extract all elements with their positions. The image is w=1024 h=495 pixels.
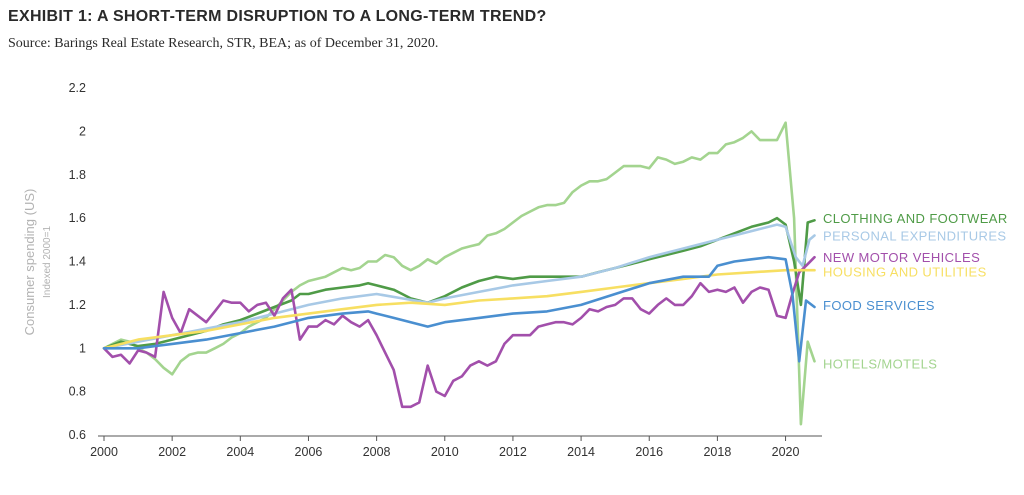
y-tick-label: 1.6 [69, 211, 86, 225]
chart-title: EXHIBIT 1: A SHORT-TERM DISRUPTION TO A … [8, 8, 547, 25]
chart-source-note: Source: Barings Real Estate Research, ST… [8, 36, 439, 51]
y-tick-label: 1.2 [69, 298, 86, 312]
x-tick-label: 2004 [226, 445, 254, 459]
y-tick-label: 1.8 [69, 168, 86, 182]
series-labels: HOTELS/MOTELS CLOTHING AND FOOTWEAR PERSON… [823, 211, 1008, 371]
x-tick-label: 2006 [295, 445, 323, 459]
series-label-hotels-motels: HOTELS/MOTELS [823, 356, 937, 371]
y-axis-label: Consumer spending (US) [22, 189, 37, 336]
series-line-housing-and-utilities [102, 268, 816, 350]
x-tick-label: 2000 [90, 445, 118, 459]
series-line-personal-expenditures [102, 223, 816, 350]
y-axis-ticks: 0.6 0.8 1 1.2 1.4 1.6 1.8 2 2.2 [69, 81, 86, 442]
y-tick-label: 0.6 [69, 428, 86, 442]
x-tick-label: 2010 [431, 445, 459, 459]
y-tick-label: 1.4 [69, 255, 86, 269]
x-axis: 2000 2002 2004 2006 2008 2010 2012 2014 2016 2018… [90, 435, 822, 459]
series-line-food-services [102, 255, 816, 363]
series-label-personal-expenditures: PERSONAL EXPENDITURES [823, 228, 1006, 243]
y-axis-sublabel: Indexed 2000=1 [42, 226, 53, 298]
x-tick-label: 2018 [703, 445, 731, 459]
series-label-housing-and-utilities: HOUSING AND UTILITIES [823, 264, 987, 279]
series-label-clothing-and-footwear: CLOTHING AND FOOTWEAR [823, 211, 1008, 226]
y-tick-label: 2.2 [69, 81, 86, 95]
series-lines [102, 121, 816, 426]
series-label-food-services: FOOD SERVICES [823, 298, 935, 313]
y-axis-label-group: Consumer spending (US) Indexed 2000=1 [22, 189, 53, 336]
y-tick-label: 2 [79, 124, 86, 138]
x-tick-label: 2014 [567, 445, 595, 459]
y-tick-label: 0.8 [69, 385, 86, 399]
x-tick-label: 2020 [772, 445, 800, 459]
x-tick-label: 2002 [158, 445, 186, 459]
x-tick-label: 2012 [499, 445, 527, 459]
series-line-hotels-motels [102, 121, 816, 426]
x-tick-label: 2008 [363, 445, 391, 459]
series-line-clothing-and-footwear [102, 216, 816, 350]
series-line-new-motor-vehicles [102, 255, 816, 409]
x-tick-label: 2016 [635, 445, 663, 459]
series-label-new-motor-vehicles: NEW MOTOR VEHICLES [823, 250, 980, 265]
y-tick-label: 1 [79, 341, 86, 355]
